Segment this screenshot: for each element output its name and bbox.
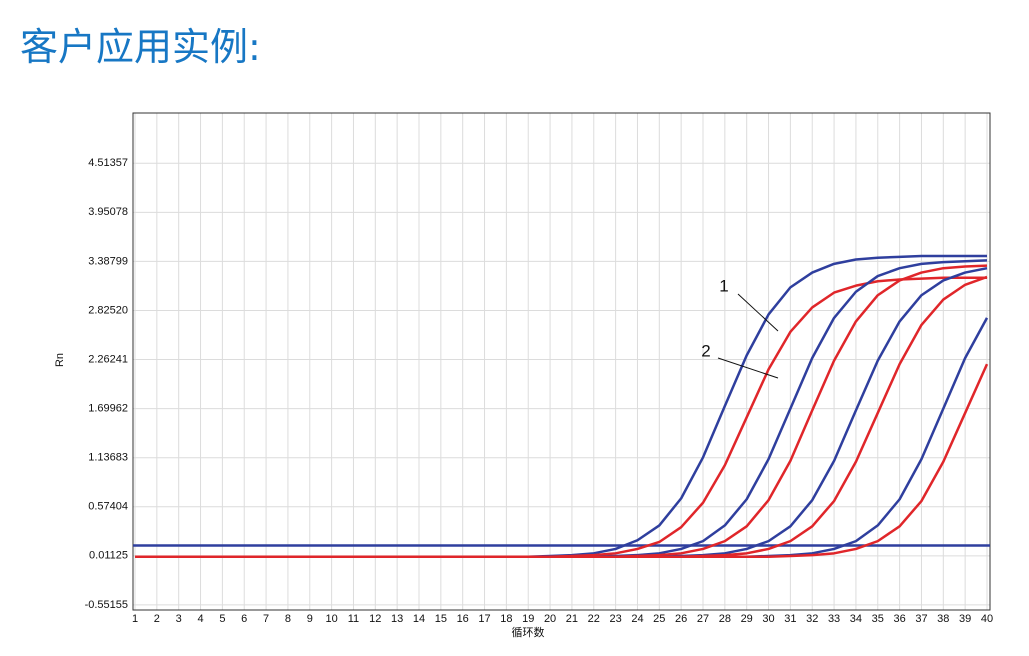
annotation-label: 1 [719,276,728,295]
y-tick-label: 0.01125 [89,550,128,562]
x-tick-label: 12 [369,613,381,625]
x-tick-label: 3 [176,613,182,625]
x-tick-label: 33 [828,613,840,625]
annotation-leader [717,357,779,379]
x-tick-label: 19 [522,613,534,625]
x-tick-label: 31 [784,613,796,625]
x-tick-label: 7 [263,613,269,625]
x-tick-label: 10 [325,613,337,625]
x-tick-label: 17 [478,613,490,625]
x-tick-label: 6 [241,613,247,625]
x-tick-label: 2 [154,613,160,625]
x-tick-label: 27 [697,613,709,625]
x-tick-label: 9 [307,613,313,625]
x-tick-label: 18 [500,613,512,625]
plot-area [133,113,990,610]
y-tick-label: 1.13683 [88,452,128,464]
x-tick-label: 30 [762,613,774,625]
x-tick-label: 39 [959,613,971,625]
x-tick-label: 1 [132,613,138,625]
x-tick-label: 8 [285,613,291,625]
x-tick-label: 14 [413,613,425,625]
x-tick-label: 37 [915,613,927,625]
x-tick-label: 32 [806,613,818,625]
x-tick-label: 13 [391,613,403,625]
page-heading: 客户应用实例: [20,25,261,69]
x-tick-label: 28 [719,613,731,625]
data-line [135,363,989,559]
annotation-label: 2 [701,341,710,360]
y-tick-label: 4.51357 [88,157,128,169]
x-tick-label: 26 [675,613,687,625]
x-tick-label: 36 [893,613,905,625]
y-tick-label: 2.82520 [88,304,128,316]
x-tick-label: 11 [348,613,359,625]
x-tick-label: 5 [219,613,225,625]
y-tick-label: 3.38799 [88,255,128,267]
x-tick-label: 38 [937,613,949,625]
x-tick-label: 21 [566,613,578,625]
x-tick-label: 35 [872,613,884,625]
x-tick-label: 16 [457,613,469,625]
x-tick-label: 29 [741,613,753,625]
x-axis-label: 循环数 [512,626,545,639]
x-tick-label: 4 [197,613,203,625]
plot-frame [132,112,991,611]
x-tick-label: 25 [653,613,665,625]
y-tick-label: -0.55155 [85,599,128,611]
x-tick-label: 24 [631,613,643,625]
x-tick-label: 23 [609,613,621,625]
x-tick-label: 34 [850,613,862,625]
y-tick-label: 1.69962 [88,403,128,415]
y-axis-label: Rn [54,353,66,367]
y-tick-label: 2.26241 [88,353,128,365]
annotation-leader [737,293,779,332]
y-tick-label: 0.57404 [88,501,128,513]
x-tick-label: 20 [544,613,556,625]
y-tick-label: 3.95078 [88,206,128,218]
x-tick-label: 15 [435,613,447,625]
x-tick-label: 40 [981,613,993,625]
x-tick-label: 22 [588,613,600,625]
